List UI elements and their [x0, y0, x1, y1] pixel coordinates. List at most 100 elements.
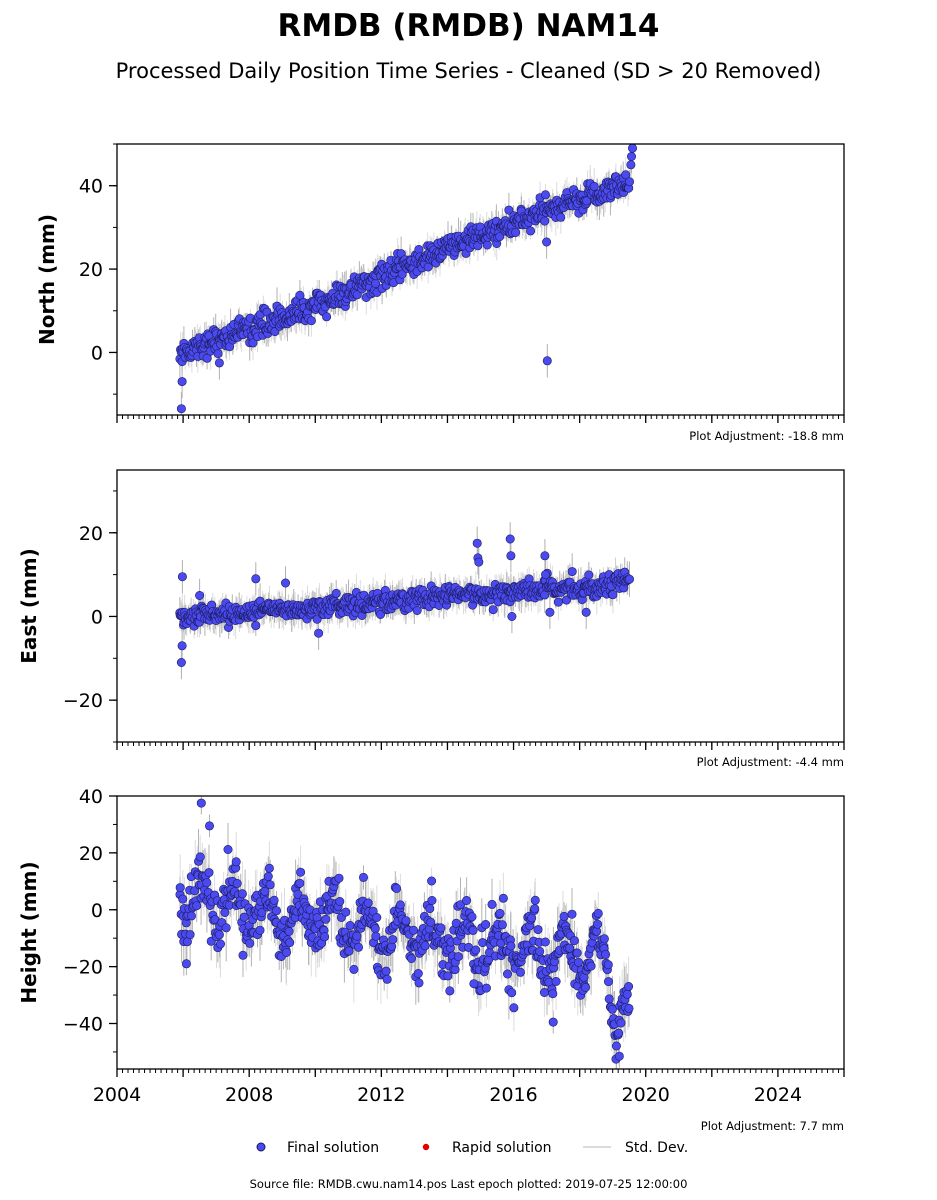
data-point [344, 946, 354, 956]
data-point [202, 878, 212, 888]
data-point [295, 290, 305, 300]
plot-adjustment-note: Plot Adjustment: 7.7 mm [701, 1119, 844, 1133]
data-point [427, 895, 437, 905]
data-point [238, 950, 248, 960]
outlier-point [474, 557, 484, 567]
outlier-point [176, 404, 186, 414]
source-note: Source file: RMDB.cwu.nam14.pos Last epo… [250, 1177, 688, 1191]
data-point [556, 212, 566, 222]
outlier-point [251, 574, 261, 584]
data-point [443, 971, 453, 981]
legend: Final solution Rapid solution Std. Dev. [256, 1140, 688, 1156]
data-point [622, 989, 632, 999]
y-tick-label: 0 [91, 900, 103, 922]
data-point [231, 857, 241, 867]
data-point [436, 923, 446, 933]
data-point [232, 878, 242, 888]
data-point [559, 911, 569, 921]
data-point [603, 960, 613, 970]
outlier-point [581, 607, 591, 617]
data-point [420, 941, 430, 951]
data-point [187, 911, 197, 921]
std-dev-bars [179, 144, 633, 415]
y-axis-label: Height (mm) [17, 861, 41, 1003]
data-point [265, 880, 275, 890]
data-point [281, 947, 291, 957]
data-point [392, 883, 402, 893]
data-point [321, 914, 331, 924]
data-point [426, 917, 436, 927]
data-point [608, 590, 618, 600]
data-point [381, 966, 391, 976]
plot-adjustment-note: Plot Adjustment: -4.4 mm [697, 755, 844, 769]
outlier-point [176, 657, 186, 667]
outlier-point [548, 1017, 558, 1027]
x-axis [116, 415, 845, 423]
outlier-point [196, 798, 206, 808]
data-point [214, 930, 224, 940]
data-point [481, 983, 491, 993]
data-point [370, 924, 380, 934]
data-point [567, 909, 577, 919]
data-point [572, 948, 582, 958]
data-point [295, 878, 305, 888]
outlier-point [541, 570, 551, 580]
data-point [580, 982, 590, 992]
data-point [482, 240, 492, 250]
data-point [245, 938, 255, 948]
data-point [345, 920, 355, 930]
y-tick-label: 40 [79, 176, 103, 198]
height-panel: 2004 2008 2012 2016 2020 2024 −40 −20 0 20 40 Heigh… [17, 786, 845, 1133]
legend-std-label: Std. Dev. [625, 1140, 688, 1156]
data-point [589, 181, 599, 191]
plot-area [175, 796, 634, 1069]
data-point [599, 934, 609, 944]
data-point [248, 338, 258, 348]
y-tick-label: −40 [63, 1014, 103, 1036]
data-point [372, 912, 382, 922]
data-point [239, 912, 249, 922]
data-point [604, 994, 614, 1004]
data-point [202, 353, 212, 363]
data-point [515, 967, 525, 977]
data-point [216, 939, 226, 949]
data-point [353, 942, 363, 952]
y-axis: −20 0 20 [63, 490, 117, 743]
y-axis-label: East (mm) [17, 548, 41, 664]
data-point [237, 889, 247, 899]
outlier-point [280, 578, 290, 588]
data-point [616, 1018, 626, 1028]
data-point [414, 245, 424, 255]
data-point [260, 886, 270, 896]
y-tick-label: −20 [63, 957, 103, 979]
data-point [341, 907, 351, 917]
data-point [204, 868, 214, 878]
y-tick-label: −20 [63, 690, 103, 712]
x-tick-label: 2024 [754, 1084, 802, 1106]
data-point [401, 916, 411, 926]
x-tick-label: 2012 [357, 1084, 405, 1106]
outlier-point [472, 538, 482, 548]
outlier-point [195, 590, 205, 600]
data-point [185, 930, 195, 940]
y-tick-label: 20 [79, 259, 103, 281]
data-point [397, 269, 407, 279]
data-point [322, 312, 332, 322]
data-point [271, 906, 281, 916]
plot-area [175, 522, 634, 680]
data-point [269, 895, 279, 905]
data-point [306, 316, 316, 326]
y-tick-label: 20 [79, 523, 103, 545]
data-point [285, 938, 295, 948]
data-point [561, 595, 571, 605]
data-point [593, 908, 603, 918]
data-point [453, 952, 463, 962]
x-axis [116, 742, 845, 750]
data-point [539, 987, 549, 997]
data-point [335, 896, 345, 906]
data-point [535, 946, 545, 956]
data-point [371, 931, 381, 941]
plot-area [175, 144, 637, 415]
outlier-point [614, 1051, 624, 1061]
legend-rapid-marker [422, 1143, 430, 1151]
